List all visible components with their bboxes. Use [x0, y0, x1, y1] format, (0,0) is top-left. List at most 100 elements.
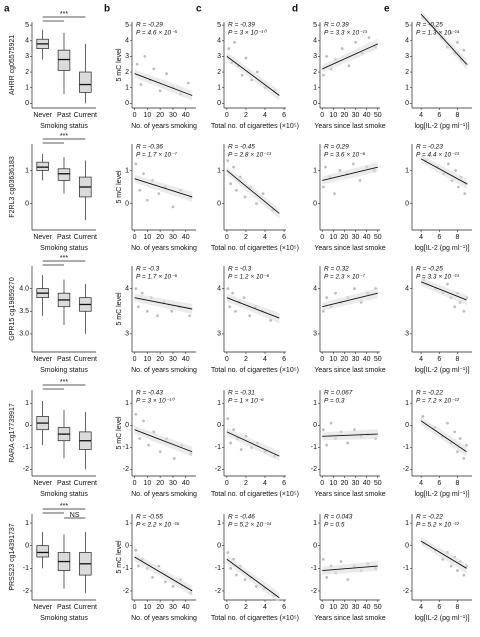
- x-tick-label: 50: [374, 480, 382, 487]
- x-axis-label: No. of years smoking: [131, 491, 197, 498]
- point: [240, 73, 244, 77]
- y-axis-label: AHRR cg05575921: [9, 35, 16, 95]
- fit-band: [322, 429, 378, 441]
- annotation: R = -0.36: [136, 144, 163, 151]
- fit-band: [421, 277, 467, 305]
- point: [462, 456, 466, 460]
- annotation: P = 2.8 × 10⁻¹³: [228, 152, 272, 159]
- fit-line: [134, 297, 193, 310]
- annotation: R = -0.43: [136, 390, 163, 397]
- y-axis-label: RARA cg17739917: [9, 403, 16, 463]
- annotation: P = 1.7 × 10⁻⁶: [136, 274, 178, 281]
- x-tick-label: 0: [225, 234, 229, 241]
- point: [226, 551, 230, 554]
- x-axis-label: log[IL-2 (pg ml⁻¹)]: [414, 491, 469, 498]
- annotation: P = 0.5: [324, 522, 345, 529]
- point: [158, 450, 162, 454]
- point: [139, 83, 143, 86]
- x-tick-label: 20: [156, 234, 164, 241]
- y-axis-label: GPR15 cg19859270: [9, 277, 16, 341]
- x-tick-label: 40: [182, 480, 190, 487]
- x-tick-label: 40: [363, 234, 371, 241]
- y-tick-label: -1: [23, 444, 29, 451]
- point: [456, 569, 459, 572]
- x-axis-label: log[IL-2 (pg ml⁻¹)]: [414, 615, 469, 622]
- y-tick-label: 0: [217, 200, 221, 207]
- x-tick-label: 0: [133, 480, 137, 487]
- x-tick-label: 20: [341, 356, 349, 363]
- x-tick-label: 20: [341, 480, 349, 487]
- x-tick-label: Past: [57, 604, 71, 611]
- point: [140, 291, 144, 295]
- fit-line: [420, 540, 467, 569]
- x-axis-label: log[IL-2 (pg ml⁻¹)]: [414, 367, 469, 374]
- fit-line: [134, 429, 193, 453]
- annotation: R = 0.32: [324, 266, 349, 273]
- x-tick-label: 4: [263, 234, 267, 241]
- x-axis-label: log[IL-2 (pg ml⁻¹)]: [414, 123, 469, 130]
- y-tick-label: 1: [125, 400, 129, 407]
- y-tick-label: 1: [405, 85, 409, 92]
- y-tick-label: 1: [217, 520, 221, 527]
- x-tick-label: 30: [169, 234, 177, 241]
- point: [456, 40, 459, 44]
- x-tick-label: 40: [363, 480, 371, 487]
- y-tick-label: 1: [217, 400, 221, 407]
- y-tick-label: 3: [125, 53, 129, 60]
- y-tick-label: 1: [217, 167, 221, 174]
- y-tick-label: -2: [403, 466, 409, 473]
- y-tick-label: 3.0: [19, 331, 29, 338]
- fit-band: [134, 69, 193, 101]
- y-tick-label: 0: [125, 422, 129, 429]
- fit-line: [322, 166, 378, 181]
- fit-line: [226, 558, 280, 599]
- x-tick-label: 10: [329, 234, 337, 241]
- y-tick-label: 3: [217, 53, 221, 60]
- point: [163, 580, 167, 584]
- x-axis-label: Years since last smoke: [314, 367, 385, 374]
- annotation: P = 0.3: [324, 398, 345, 405]
- x-tick-label: 50: [374, 604, 382, 611]
- y-tick-label: 4: [217, 38, 221, 45]
- x-tick-label: 30: [169, 604, 177, 611]
- significance-label: ***: [60, 255, 68, 262]
- x-tick-label: 30: [352, 604, 360, 611]
- x-tick-label: 40: [182, 604, 190, 611]
- point: [347, 64, 351, 68]
- x-tick-label: 4: [419, 356, 423, 363]
- y-tick-label: 0: [313, 543, 317, 550]
- x-axis-label: Smoking status: [40, 615, 88, 622]
- panel-label: e: [384, 4, 390, 15]
- point: [449, 31, 453, 35]
- point: [454, 169, 458, 172]
- annotation: P = 4.4 × 10⁻¹³: [416, 152, 460, 159]
- y-tick-label: 0: [25, 200, 29, 207]
- point: [234, 309, 237, 313]
- point: [353, 287, 356, 291]
- y-tick-label: 0: [217, 100, 221, 107]
- significance-label: ***: [60, 133, 68, 140]
- fit-band: [322, 162, 378, 185]
- point: [134, 287, 138, 291]
- y-tick-label: 5: [405, 22, 409, 29]
- fit-line: [134, 73, 193, 96]
- point: [235, 573, 238, 577]
- point: [321, 428, 325, 432]
- x-tick-label: 40: [182, 356, 190, 363]
- box: [36, 545, 49, 558]
- point: [232, 165, 235, 169]
- y-tick-label: 0: [217, 422, 221, 429]
- annotation: P = 5.2 × 10⁻¹⁴: [228, 522, 272, 529]
- point: [329, 421, 333, 425]
- annotation: P = 3.3 × 10⁻¹³: [416, 274, 460, 281]
- y-tick-label: 1: [125, 85, 129, 92]
- point: [346, 578, 350, 582]
- point: [261, 192, 265, 196]
- point: [172, 456, 176, 460]
- y-tick-label: -1: [123, 444, 129, 451]
- x-tick-label: 6: [282, 604, 286, 611]
- annotation: P = 5.2 × 10⁻¹²: [416, 522, 460, 529]
- x-tick-label: 0: [133, 356, 137, 363]
- x-tick-label: Never: [33, 234, 52, 241]
- y-tick-label: 3: [405, 53, 409, 60]
